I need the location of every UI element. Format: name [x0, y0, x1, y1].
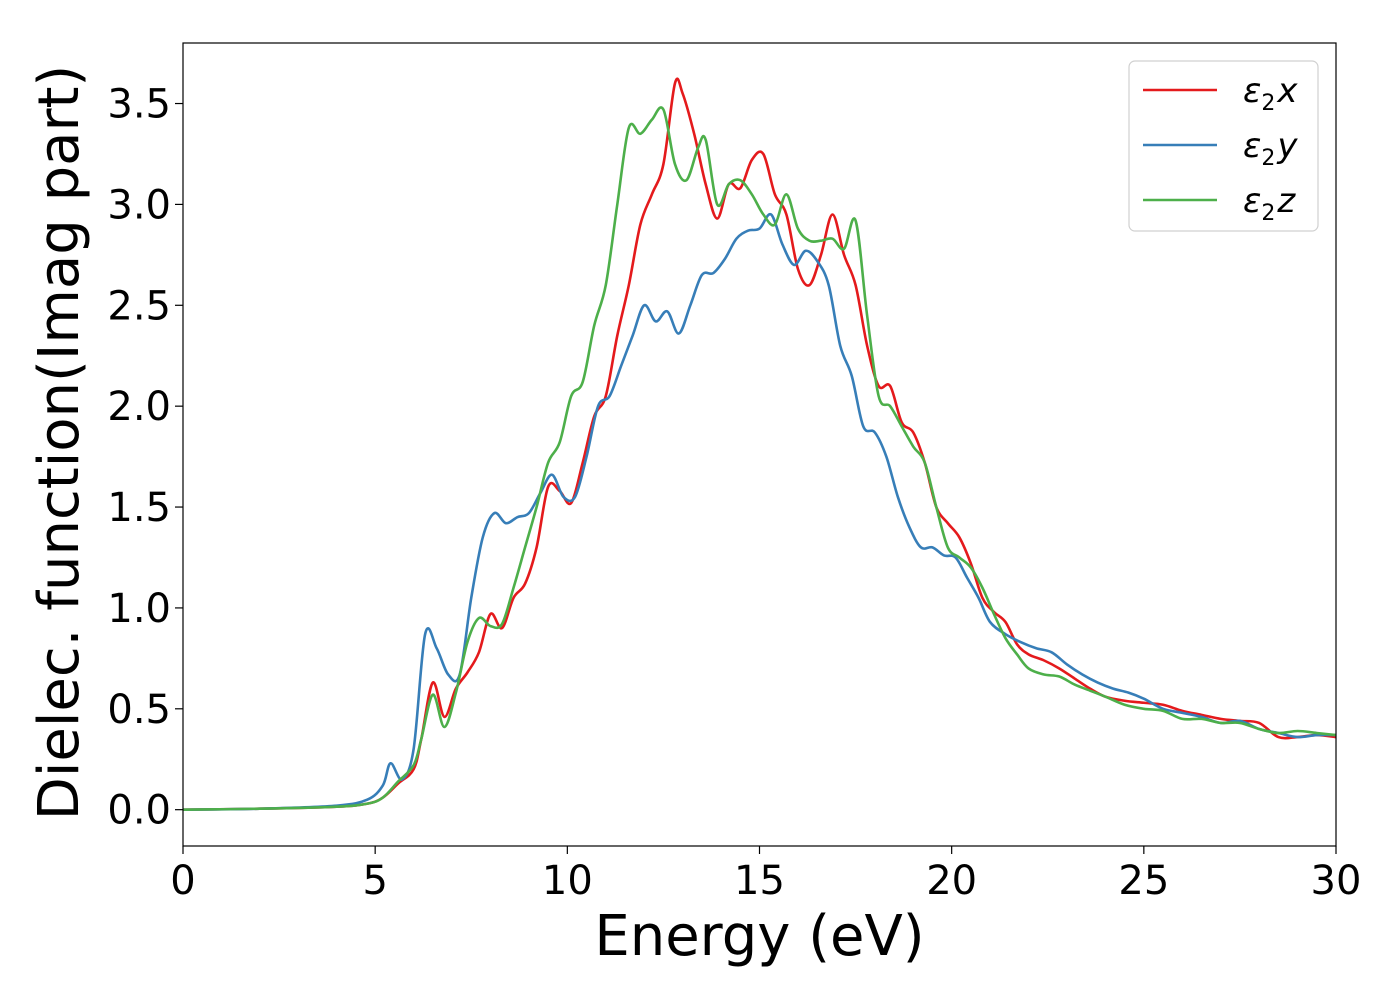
x-axis-ticks: 0 5 10 15 20 25 30: [170, 846, 1361, 904]
y-axis-label: Dielec. function(Imag part): [27, 65, 92, 821]
x-tick-label: 5: [362, 858, 387, 904]
x-tick-label: 10: [542, 858, 593, 904]
y-tick-label: 3.0: [107, 182, 171, 228]
x-tick-label: 0: [170, 858, 195, 904]
legend-label: ε2x: [1243, 71, 1298, 116]
legend-label: ε2y: [1243, 126, 1298, 171]
x-tick-label: 25: [1118, 858, 1169, 904]
y-tick-label: 3.5: [107, 82, 171, 128]
legend-label: ε2z: [1243, 181, 1296, 226]
legend-box: [1128, 60, 1319, 232]
x-tick-label: 15: [734, 858, 785, 904]
plot-area: [183, 77, 1336, 811]
x-axis-label: Energy (eV): [594, 904, 924, 969]
y-tick-label: 1.0: [107, 586, 171, 632]
y-tick-label: 0.0: [107, 788, 171, 834]
plot-frame: [182, 42, 1337, 847]
legend-item-y: ε2y: [1143, 126, 1298, 171]
legend: ε2x ε2y ε2z: [1128, 60, 1319, 232]
y-tick-label: 2.5: [107, 283, 171, 329]
x-tick-label: 20: [926, 858, 977, 904]
legend-item-z: ε2z: [1143, 181, 1296, 226]
y-tick-label: 2.0: [107, 384, 171, 430]
y-tick-label: 1.5: [107, 485, 171, 531]
y-tick-label: 0.5: [107, 687, 171, 733]
x-tick-label: 30: [1311, 858, 1362, 904]
legend-item-x: ε2x: [1143, 71, 1298, 116]
series-line-z: [183, 106, 1336, 811]
series-line-y: [183, 212, 1336, 811]
series-line-x: [183, 77, 1336, 811]
y-axis-ticks: 0.0 0.5 1.0 1.5 2.0 2.5 3.0 3.5: [107, 82, 183, 834]
